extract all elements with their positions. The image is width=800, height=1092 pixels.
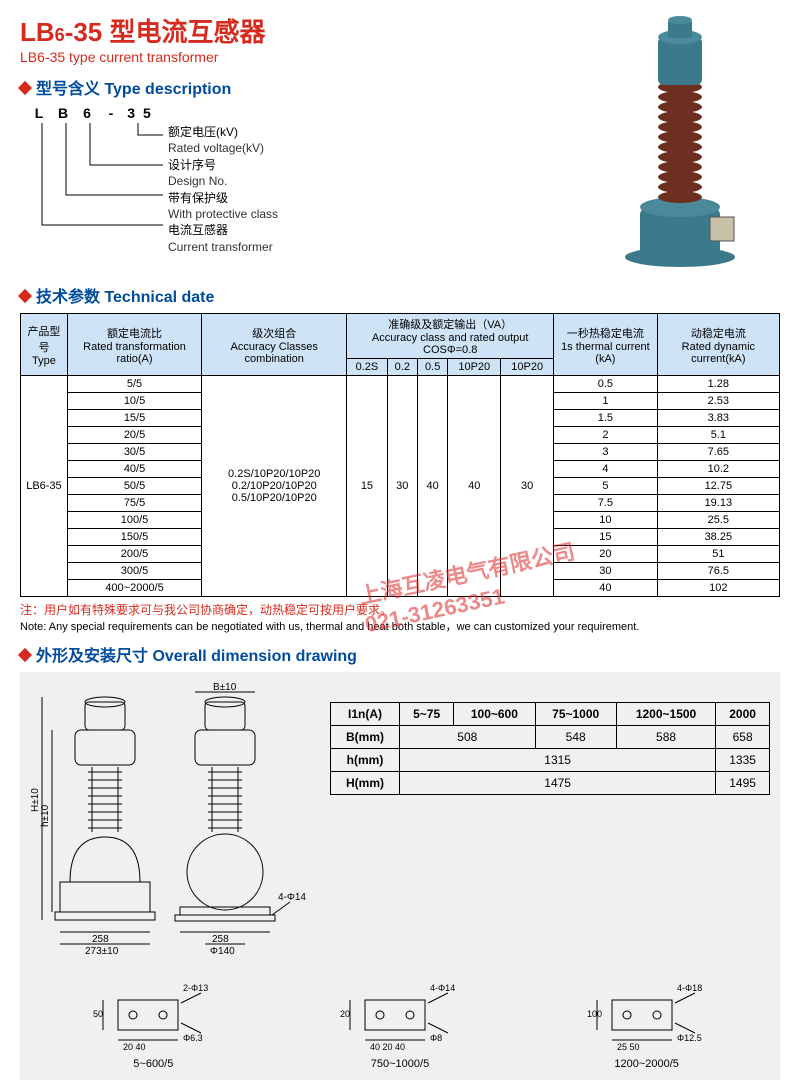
bracket-lines-icon (28, 123, 168, 273)
svg-text:25 50: 25 50 (617, 1042, 640, 1052)
svg-text:4-Φ14: 4-Φ14 (278, 892, 306, 903)
svg-text:h±10: h±10 (40, 804, 51, 827)
note-cn: 注：用户如有特殊要求可与我公司协商确定，动热稳定可按用户要求。 (20, 601, 780, 618)
svg-text:40 20 40: 40 20 40 (370, 1042, 405, 1052)
svg-text:Φ6.3: Φ6.3 (183, 1033, 203, 1043)
terminal-drawings-row: 2-Φ13 Φ6.3 50 20 40 5~600/5 4-Φ14 Φ8 20 … (30, 975, 770, 1070)
svg-text:Φ8: Φ8 (430, 1033, 442, 1043)
table-row: H(mm)14751495 (331, 772, 770, 795)
svg-text:B±10: B±10 (213, 682, 237, 693)
note-en: Note: Any special requirements can be ne… (20, 618, 780, 634)
type-description-heading: 型号含义 Type description (20, 75, 580, 99)
terminal-drawing: 2-Φ13 Φ6.3 50 20 40 5~600/5 (83, 975, 223, 1070)
technical-data-table: 产品型号Type 额定电流比Rated transformation ratio… (20, 313, 780, 597)
svg-text:20: 20 (340, 1009, 350, 1019)
diamond-icon (18, 81, 32, 95)
svg-text:258: 258 (92, 934, 109, 945)
svg-text:20 40: 20 40 (123, 1042, 146, 1052)
svg-text:273±10: 273±10 (85, 946, 119, 957)
type-description-diagram: LB6-3 5 额定电压(kV) Rated voltage(kV) 设计序号 … (28, 105, 580, 265)
table-row: B(mm)508548588658 (331, 726, 770, 749)
svg-text:50: 50 (93, 1009, 103, 1019)
diamond-icon (18, 648, 32, 662)
technical-data-heading: 技术参数 Technical date (20, 283, 780, 307)
dimension-section: H±10 h±10 B±10 258 273±10 258 Φ140 4-Φ14… (20, 672, 780, 1080)
table-row: LB6-35 5/5 0.2S/10P20/10P200.2/10P20/10P… (21, 376, 780, 393)
svg-text:2-Φ13: 2-Φ13 (183, 983, 208, 993)
title-en: LB6-35 type current transformer (20, 49, 580, 65)
svg-text:4-Φ14: 4-Φ14 (430, 983, 455, 993)
svg-text:4-Φ18: 4-Φ18 (677, 983, 702, 993)
datasheet-page: LB6-35 型电流互感器 LB6-35 type current transf… (0, 0, 800, 1092)
product-photo (580, 12, 780, 275)
svg-text:100: 100 (587, 1009, 602, 1019)
svg-text:258: 258 (212, 934, 229, 945)
table-row: h(mm)13151335 (331, 749, 770, 772)
diamond-icon (18, 289, 32, 303)
terminal-drawing: 4-Φ18 Φ12.5 100 25 50 1200~2000/5 (577, 975, 717, 1070)
dimension-heading: 外形及安装尺寸 Overall dimension drawing (20, 642, 780, 666)
svg-text:Φ12.5: Φ12.5 (677, 1033, 702, 1043)
dimension-table: I1n(A)5~75100~60075~10001200~15002000 B(… (330, 702, 770, 795)
model-code: LB6-3 5 (28, 105, 156, 121)
outline-drawing: H±10 h±10 B±10 258 273±10 258 Φ140 4-Φ14 (30, 682, 310, 965)
transformer-photo-icon (610, 12, 750, 272)
svg-text:Φ140: Φ140 (210, 946, 235, 957)
header-row: LB6-35 型电流互感器 LB6-35 type current transf… (20, 12, 780, 275)
title-cn: LB6-35 型电流互感器 (20, 12, 580, 49)
type-description-labels: 额定电压(kV) Rated voltage(kV) 设计序号 Design N… (168, 125, 278, 256)
terminal-drawing: 4-Φ14 Φ8 20 40 20 40 750~1000/5 (330, 975, 470, 1070)
